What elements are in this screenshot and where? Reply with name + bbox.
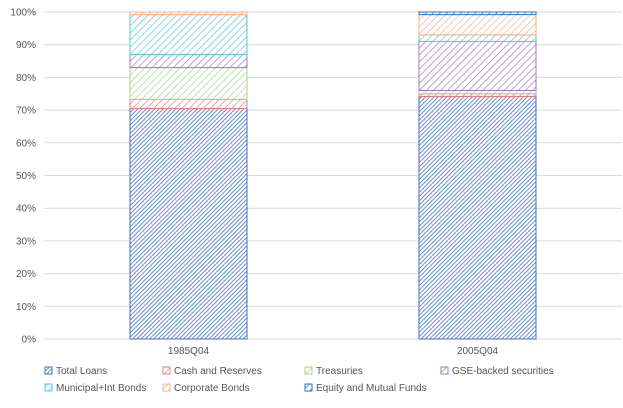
bar-corporate-bonds-1985q04 <box>129 11 248 16</box>
y-tick-label: 20% <box>16 269 36 280</box>
legend-item-equity-and-mutual-funds: Equity and Mutual Funds <box>304 383 427 394</box>
y-axis: 0% 10% 20% 30% 40% 50% 60% 70% 80% 90% 100% <box>10 8 36 346</box>
x-tick-label: 2005Q04 <box>457 346 499 357</box>
legend-label: Corporate Bonds <box>174 383 250 394</box>
y-tick-label: 80% <box>16 73 36 84</box>
bar-corporate-bonds-2005q04 <box>418 14 537 36</box>
legend-swatch <box>44 366 53 375</box>
bar-cash-and-reserves-1985q04 <box>129 98 248 109</box>
legend-item-municipal-int-bonds: Municipal+Int Bonds <box>44 383 146 394</box>
y-tick-label: 10% <box>16 302 36 313</box>
bar-total-loans-2005q04 <box>418 95 537 340</box>
legend-label: Equity and Mutual Funds <box>316 383 427 394</box>
y-tick-label: 100% <box>10 8 36 19</box>
bar-treasuries-1985q04 <box>129 67 248 100</box>
y-tick-label: 30% <box>16 236 36 247</box>
y-tick-label: 0% <box>22 335 37 346</box>
bar-gse-backed-securities-2005q04 <box>418 40 537 91</box>
legend-item-corporate-bonds: Corporate Bonds <box>162 383 250 394</box>
legend-item-total-loans: Total Loans <box>44 366 107 377</box>
legend-swatch <box>162 383 171 392</box>
bar-gse-backed-securities-1985q04 <box>129 54 248 69</box>
x-tick-label: 1985Q04 <box>168 346 210 357</box>
legend-label: Total Loans <box>56 366 107 377</box>
legend-swatch <box>304 366 313 375</box>
legend-swatch <box>440 366 449 375</box>
legend-item-treasuries: Treasuries <box>304 366 363 377</box>
legend-label: Cash and Reserves <box>174 366 262 377</box>
legend-label: Treasuries <box>316 366 363 377</box>
x-axis: 1985Q04 2005Q04 <box>168 346 499 357</box>
legend-item-gse-backed-securities: GSE-backed securities <box>440 366 554 377</box>
legend-swatch <box>162 366 171 375</box>
y-tick-label: 90% <box>16 40 36 51</box>
bar-total-loans-1985q04 <box>129 107 248 340</box>
bar-equity-and-mutual-funds-2005q04 <box>418 11 537 16</box>
legend-label: GSE-backed securities <box>452 366 554 377</box>
y-tick-label: 70% <box>16 106 36 117</box>
y-tick-label: 40% <box>16 204 36 215</box>
legend-swatch <box>44 383 53 392</box>
legend: Total Loans Cash and Reserves Treasuries GS… <box>44 366 554 394</box>
bar-municipal-int-bonds-1985q04 <box>129 14 248 56</box>
bars <box>129 11 537 340</box>
y-tick-label: 60% <box>16 138 36 149</box>
legend-item-cash-and-reserves: Cash and Reserves <box>162 366 262 377</box>
bar-municipal-int-bonds-2005q04 <box>418 34 537 42</box>
legend-swatch <box>304 383 313 392</box>
y-tick-label: 50% <box>16 171 36 182</box>
legend-label: Municipal+Int Bonds <box>56 383 146 394</box>
